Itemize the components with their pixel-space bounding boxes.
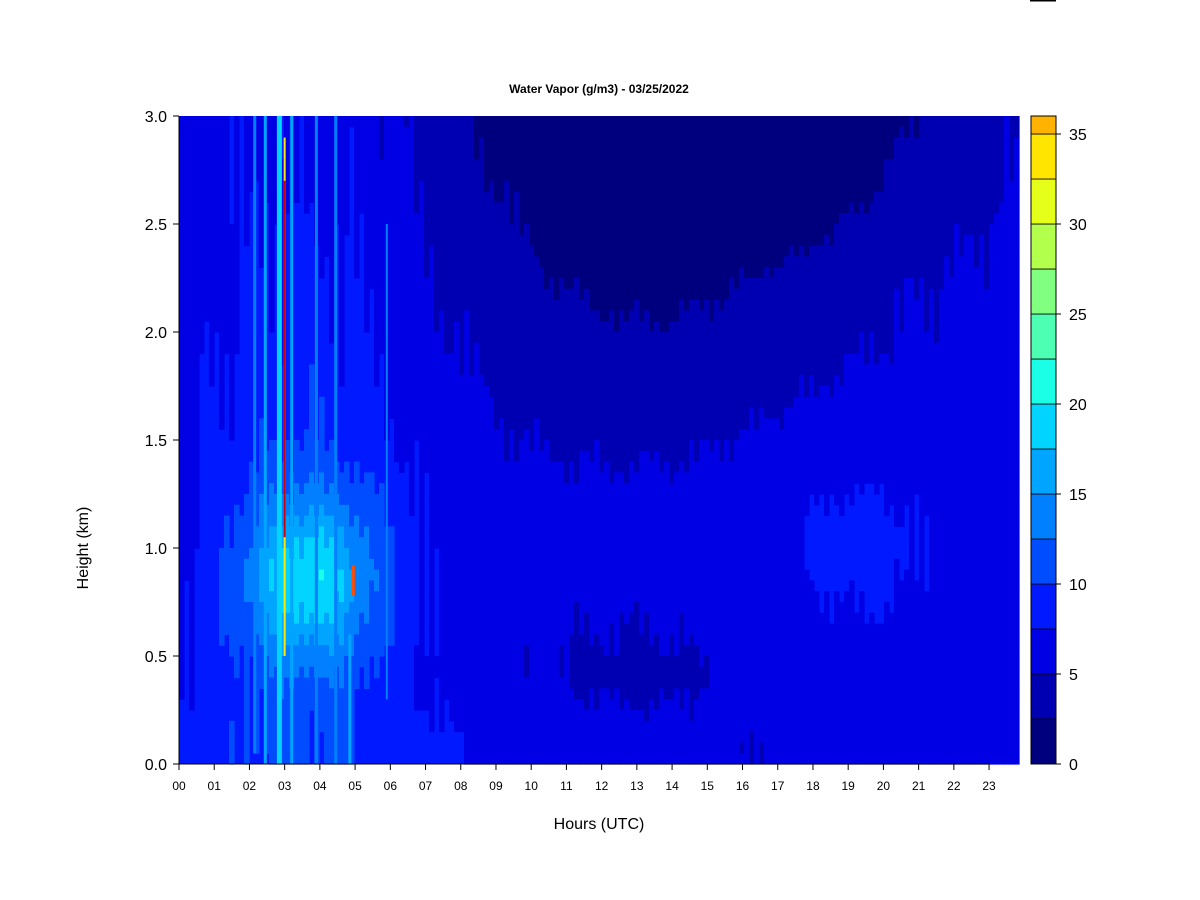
x-tick-label: 23 xyxy=(982,779,996,793)
x-tick-label: 11 xyxy=(560,779,573,793)
colorbar-swatch xyxy=(1030,358,1057,405)
y-axis: 0.0 0.5 1.0 1.5 2.0 2.5 3.0 xyxy=(145,109,180,774)
y-tick-label: 2.0 xyxy=(145,325,167,342)
colorbar-swatch xyxy=(1030,313,1057,360)
colorbar-tick-label: 10 xyxy=(1069,577,1087,594)
heatmap-field xyxy=(179,116,1020,765)
colorbar-swatch xyxy=(1030,538,1057,585)
colorbar-swatch xyxy=(1030,403,1057,450)
y-axis-label: Height (km) xyxy=(75,507,92,590)
heatmap-stripes xyxy=(253,116,388,764)
chart-title: Water Vapor (g/m3) - 03/25/2022 xyxy=(509,82,689,96)
colorbar-swatch xyxy=(1030,223,1057,270)
colorbar-swatch xyxy=(1030,133,1057,180)
x-tick-label: 21 xyxy=(912,779,926,793)
x-tick-label: 20 xyxy=(877,779,891,793)
colorbar-swatch xyxy=(1030,673,1057,720)
y-tick-label: 2.5 xyxy=(145,217,167,234)
x-tick-label: 17 xyxy=(771,779,785,793)
x-tick-label: 02 xyxy=(243,779,257,793)
colorbar-tick-label: 30 xyxy=(1069,217,1087,234)
colorbar-swatch xyxy=(1030,115,1057,135)
colorbar-swatch xyxy=(1030,493,1057,540)
x-tick-label: 19 xyxy=(842,779,856,793)
x-tick-label: 18 xyxy=(806,779,820,793)
y-tick-label: 0.5 xyxy=(145,649,167,666)
plot-area xyxy=(179,116,1020,765)
x-tick-label: 12 xyxy=(595,779,609,793)
x-axis: 00 01 02 03 04 05 06 07 08 09 10 11 12 13 14 15 16 17 18 19… xyxy=(172,763,996,793)
x-tick-label: 05 xyxy=(348,779,362,793)
x-tick-label: 07 xyxy=(419,779,433,793)
x-tick-label: 15 xyxy=(701,779,715,793)
corner-mark xyxy=(1030,0,1056,2)
colorbar-swatch xyxy=(1030,583,1057,630)
x-tick-label: 08 xyxy=(454,779,468,793)
x-axis-label: Hours (UTC) xyxy=(554,816,645,833)
x-tick-label: 10 xyxy=(525,779,539,793)
colorbar-tick-label: 5 xyxy=(1069,667,1078,684)
x-tick-label: 01 xyxy=(208,779,222,793)
colorbar-swatch xyxy=(1030,178,1057,225)
x-tick-label: 14 xyxy=(665,779,679,793)
x-tick-label: 09 xyxy=(489,779,503,793)
colorbar-swatch xyxy=(1030,268,1057,315)
colorbar-tick-label: 25 xyxy=(1069,307,1087,324)
x-tick-label: 06 xyxy=(384,779,398,793)
colorbar-swatch xyxy=(1030,448,1057,495)
y-tick-label: 3.0 xyxy=(145,109,167,126)
x-tick-label: 22 xyxy=(947,779,961,793)
colorbar-swatch xyxy=(1030,718,1057,765)
y-tick-label: 0.0 xyxy=(145,757,167,774)
colorbar-frame xyxy=(1030,115,1057,765)
x-tick-label: 04 xyxy=(313,779,327,793)
colorbar-tick-label: 20 xyxy=(1069,397,1087,414)
y-tick-label: 1.0 xyxy=(145,541,167,558)
x-tick-label: 03 xyxy=(278,779,292,793)
x-tick-label: 00 xyxy=(172,779,186,793)
colorbar-tick-label: 15 xyxy=(1069,487,1087,504)
colorbar-tick-label: 0 xyxy=(1069,757,1078,774)
colorbar-tick-label: 35 xyxy=(1069,127,1087,144)
y-tick-label: 1.5 xyxy=(145,433,167,450)
colorbar: 0 5 10 15 20 25 30 35 xyxy=(1030,115,1087,774)
x-tick-label: 16 xyxy=(736,779,750,793)
x-tick-label: 13 xyxy=(630,779,644,793)
colorbar-swatch xyxy=(1030,628,1057,675)
